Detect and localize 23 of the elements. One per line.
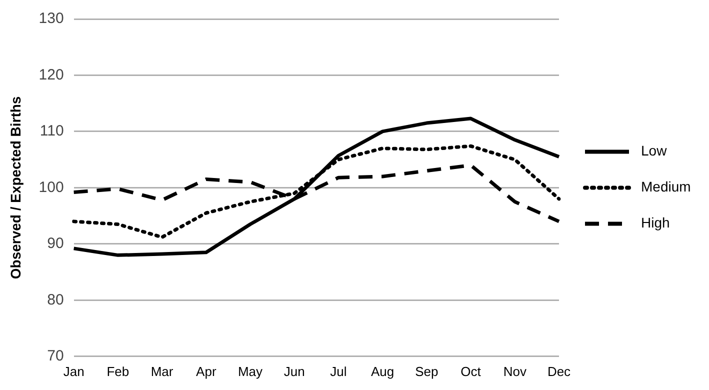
x-tick-label: May [238,364,264,379]
x-tick-label: Sep [415,364,438,379]
x-tick-label: Apr [196,364,217,379]
y-tick-label: 110 [40,122,64,140]
x-tick-label: Jul [330,364,347,379]
y-tick-label: 130 [38,10,64,28]
y-tick-label: 80 [47,291,64,308]
y-tick-label: 100 [38,178,64,196]
legend-label: High [641,214,670,231]
x-tick-label: Nov [503,364,527,379]
x-tick-label: Dec [547,364,572,379]
x-tick-label: Jan [63,364,84,379]
x-tick-label: Aug [371,364,394,379]
legend-label: Medium [641,178,691,195]
x-tick-label: Jun [284,364,305,379]
y-tick-label: 90 [47,235,64,252]
legend-label: Low [641,142,668,159]
y-tick-label: 120 [38,66,64,84]
x-tick-label: Oct [460,364,482,379]
x-tick-label: Mar [150,364,174,379]
y-axis-title: Observed / Expected Births [7,96,24,280]
y-tick-label: 70 [47,348,64,365]
x-tick-label: Feb [106,364,130,379]
